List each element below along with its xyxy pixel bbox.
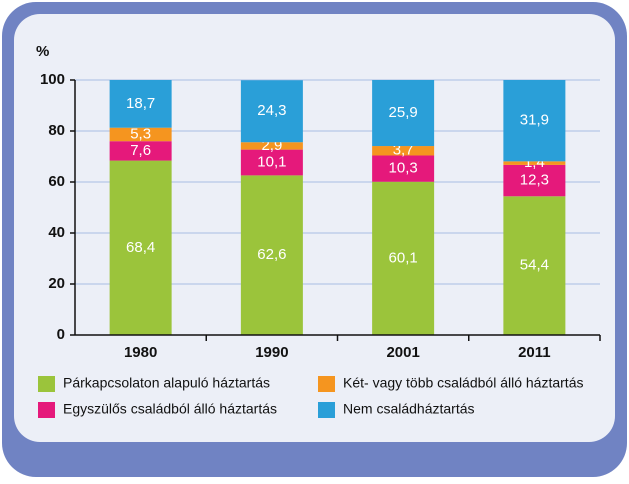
- value-label: 10,3: [389, 160, 418, 177]
- value-label: 24,3: [257, 102, 286, 119]
- value-label: 31,9: [520, 112, 549, 129]
- value-label: 54,4: [520, 257, 549, 274]
- legend-label: Egyszülős családból álló háztartás: [63, 401, 277, 417]
- bar-segment: [240, 142, 303, 150]
- value-label: 25,9: [389, 104, 418, 121]
- bar-segment: [240, 149, 303, 176]
- value-label: 62,6: [257, 246, 286, 263]
- bar-segment: [372, 80, 435, 147]
- y-unit: %: [36, 43, 49, 60]
- bar-segment: [503, 80, 566, 162]
- value-label: 7,6: [130, 142, 151, 159]
- value-label: 68,4: [126, 239, 155, 256]
- bar-segment: [240, 80, 303, 143]
- y-tick-label: 80: [48, 122, 65, 139]
- y-tick-label: 60: [48, 173, 65, 190]
- bar-segment: [372, 181, 435, 335]
- legend-label: Párkapcsolaton alapuló háztartás: [63, 375, 270, 391]
- x-tick-label: 2011: [518, 344, 551, 361]
- bar-segment: [372, 155, 435, 182]
- bar-segment: [240, 175, 303, 335]
- legend-swatch: [318, 402, 335, 418]
- bar-segment: [109, 160, 172, 335]
- value-label: 10,1: [257, 153, 286, 170]
- y-tick-label: 20: [48, 275, 65, 292]
- x-tick-label: 1980: [124, 344, 157, 361]
- legend-swatch: [38, 402, 55, 418]
- bar-segment: [503, 161, 566, 165]
- bar-segment: [109, 141, 172, 161]
- y-tick-label: 40: [48, 224, 65, 241]
- value-label: 60,1: [389, 249, 418, 266]
- bar-segment: [372, 146, 435, 156]
- legend-label: Nem családháztartás: [343, 401, 475, 417]
- legend-swatch: [38, 376, 55, 392]
- y-tick-label: 100: [40, 71, 65, 88]
- value-label: 18,7: [126, 95, 155, 112]
- bar-segment: [109, 127, 172, 142]
- bar-segment: [503, 164, 566, 197]
- x-tick-label: 1990: [255, 344, 288, 361]
- legend-label: Két- vagy több családból álló háztartás: [343, 375, 583, 391]
- value-label: 5,3: [130, 125, 151, 142]
- bar-segment: [109, 80, 172, 128]
- value-label: 12,3: [520, 172, 549, 189]
- legend-swatch: [318, 376, 335, 392]
- x-tick-label: 2001: [386, 344, 419, 361]
- bar-segment: [503, 196, 566, 335]
- y-tick-label: 0: [57, 326, 65, 343]
